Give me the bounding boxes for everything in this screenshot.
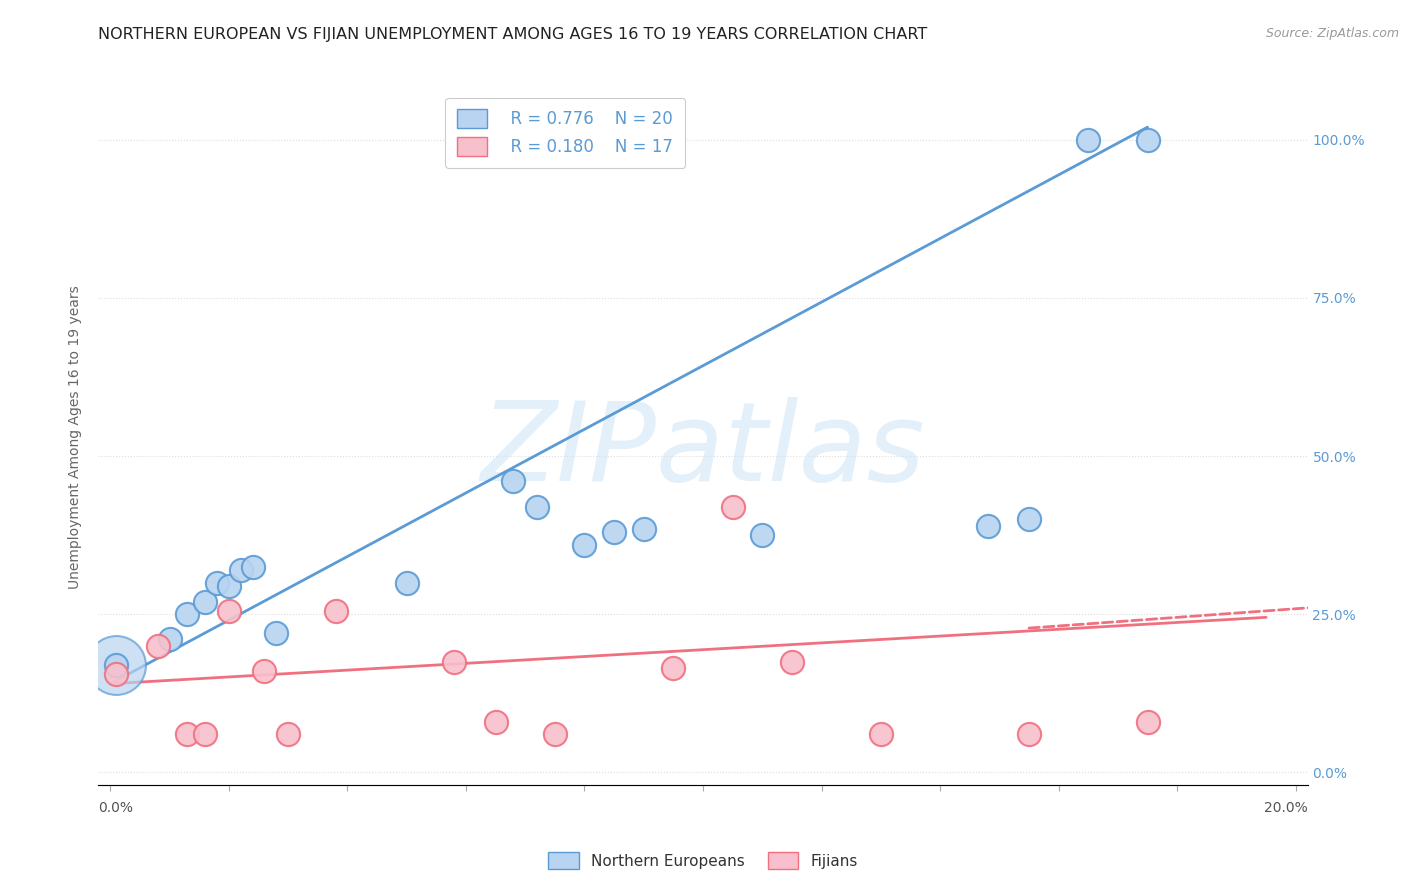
Point [1136,133,1159,147]
Point [1018,727,1040,741]
Point [721,500,744,514]
Point [1136,714,1159,729]
Point [976,518,998,533]
Point [502,475,524,489]
Point [1018,512,1040,526]
Point [146,639,169,653]
Point [159,632,181,647]
Point [662,661,685,675]
Point [264,626,287,640]
Point [751,528,773,542]
Point [194,727,217,741]
Text: 20.0%: 20.0% [1264,801,1308,814]
Point [395,575,418,590]
Point [603,524,626,539]
Point [526,500,548,514]
Point [229,563,252,577]
Text: Source: ZipAtlas.com: Source: ZipAtlas.com [1265,27,1399,40]
Point [574,538,596,552]
Point [780,655,803,669]
Point [105,657,128,672]
Text: NORTHERN EUROPEAN VS FIJIAN UNEMPLOYMENT AMONG AGES 16 TO 19 YEARS CORRELATION C: NORTHERN EUROPEAN VS FIJIAN UNEMPLOYMENT… [98,27,928,42]
Text: ZIPatlas: ZIPatlas [481,398,925,505]
Point [105,667,128,681]
Point [218,579,240,593]
Point [633,522,655,536]
Point [869,727,891,741]
Point [443,655,465,669]
Point [1077,133,1099,147]
Point [484,714,506,729]
Legend:   R = 0.776    N = 20,   R = 0.180    N = 17: R = 0.776 N = 20, R = 0.180 N = 17 [446,97,685,168]
Y-axis label: Unemployment Among Ages 16 to 19 years: Unemployment Among Ages 16 to 19 years [69,285,83,589]
Point [242,559,264,574]
Point [544,727,567,741]
Point [277,727,299,741]
Legend: Northern Europeans, Fijians: Northern Europeans, Fijians [543,846,863,875]
Point [218,604,240,618]
Point [205,575,228,590]
Point [325,604,347,618]
Text: 0.0%: 0.0% [98,801,134,814]
Point [194,594,217,608]
Point [253,664,276,678]
Point [176,607,198,622]
Point [105,657,128,672]
Point [176,727,198,741]
